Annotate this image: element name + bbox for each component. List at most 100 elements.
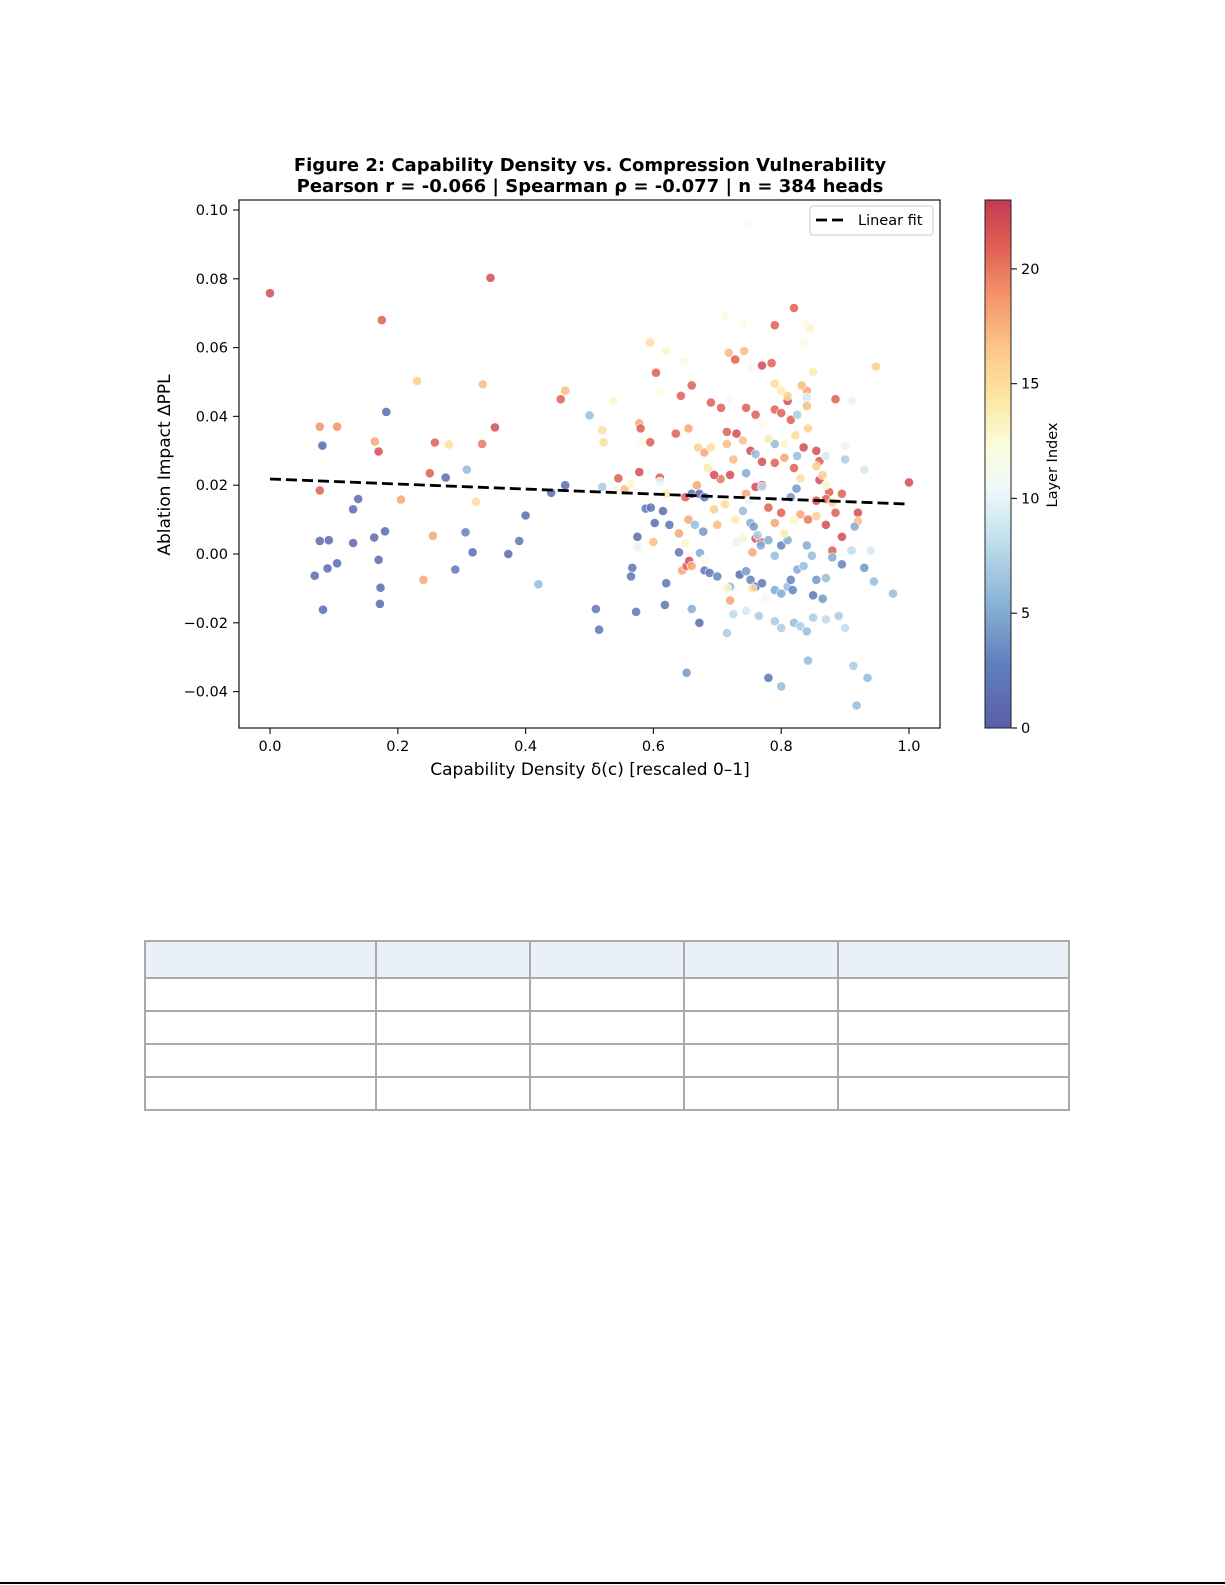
data-point [769, 378, 780, 389]
data-point [690, 519, 700, 530]
data-point [792, 451, 803, 461]
data-point [683, 514, 694, 525]
data-point [821, 614, 831, 625]
data-point [776, 507, 787, 518]
data-point [648, 537, 659, 547]
chart-subtitle: Pearson r = -0.066 | Spearman ρ = -0.077… [297, 176, 884, 197]
data-point [776, 681, 787, 692]
data-point [747, 547, 758, 558]
data-point [348, 504, 358, 515]
data-point [791, 483, 802, 494]
data-point [658, 506, 668, 516]
data-point [830, 394, 841, 405]
colorbar-tick-label: 0 [1021, 721, 1030, 737]
data-point [807, 550, 817, 561]
data-point [779, 528, 790, 539]
table-cell [683, 977, 839, 1012]
data-point [635, 437, 646, 448]
data-point [443, 439, 454, 450]
data-point [728, 454, 739, 465]
data-point [803, 514, 813, 525]
data-point [766, 358, 777, 368]
data-point [661, 578, 672, 589]
data-point [904, 477, 914, 488]
data-point [694, 617, 705, 628]
data-point [670, 428, 681, 439]
data-point [787, 585, 798, 595]
data-point [801, 540, 812, 551]
data-point [821, 451, 831, 461]
data-point [716, 402, 726, 413]
data-point [683, 423, 694, 434]
y-tick-label: −0.04 [184, 685, 228, 701]
y-axis-label: Ablation Impact ΔPPL [155, 374, 175, 556]
data-point [460, 527, 471, 538]
scatter-points [265, 218, 914, 711]
data-point [846, 545, 857, 556]
table-cell [683, 1043, 839, 1078]
data-point [741, 605, 751, 616]
x-tick-label: 0.4 [514, 739, 537, 755]
data-point [869, 576, 879, 587]
data-point [722, 583, 732, 594]
data-point [769, 438, 780, 449]
data-point [811, 574, 822, 585]
data-point [424, 468, 435, 479]
data-point [314, 536, 325, 546]
data-point [830, 507, 841, 518]
data-point [837, 488, 847, 499]
data-point [709, 504, 719, 515]
data-point [560, 385, 571, 396]
data-point [686, 561, 697, 571]
data-point [332, 421, 342, 432]
data-point [591, 604, 601, 614]
data-point [309, 570, 320, 581]
data-point [699, 447, 710, 458]
table-cell [529, 1010, 685, 1045]
colorbar-tick-label: 5 [1021, 606, 1030, 622]
data-point [674, 547, 684, 558]
data-point [808, 612, 818, 623]
data-point [796, 380, 807, 391]
table-cell [144, 1010, 377, 1045]
table-cell [837, 1076, 1070, 1111]
table-header-cell [529, 940, 685, 979]
data-point [803, 655, 813, 666]
data-point [739, 346, 749, 356]
data-point [514, 536, 525, 546]
data-point [353, 494, 364, 504]
data-point [808, 366, 818, 377]
x-axis-label: Capability Density δ(c) [rescaled 0–1] [430, 760, 750, 780]
table-cell [375, 1076, 531, 1111]
data-point [635, 423, 646, 434]
data-point [681, 667, 692, 678]
data-point [720, 311, 730, 322]
data-point [323, 535, 334, 546]
data-point [803, 423, 813, 434]
data-point [821, 573, 831, 583]
data-point [888, 588, 898, 599]
data-point [741, 566, 751, 577]
data-point [859, 562, 870, 573]
data-point [322, 563, 333, 574]
x-tick-label: 0.8 [770, 739, 793, 755]
table-header-cell [683, 940, 839, 979]
data-point [712, 519, 723, 530]
data-point [785, 414, 796, 425]
data-point [785, 574, 796, 585]
y-tick-label: −0.02 [184, 616, 228, 632]
table-cell [144, 1043, 377, 1078]
colorbar-tick-label: 15 [1021, 377, 1039, 393]
data-table [144, 940, 1070, 1111]
data-point [698, 526, 709, 537]
data-point [632, 531, 643, 542]
x-axis-ticks: 0.0 0.2 0.4 0.6 0.8 1.0 [258, 728, 921, 755]
data-point [555, 394, 566, 405]
data-point [627, 562, 638, 573]
table-row [144, 977, 1070, 1012]
table-cell [683, 1010, 839, 1045]
data-point [837, 559, 847, 570]
data-point [597, 425, 608, 436]
data-point [811, 511, 822, 522]
data-point [317, 440, 328, 451]
